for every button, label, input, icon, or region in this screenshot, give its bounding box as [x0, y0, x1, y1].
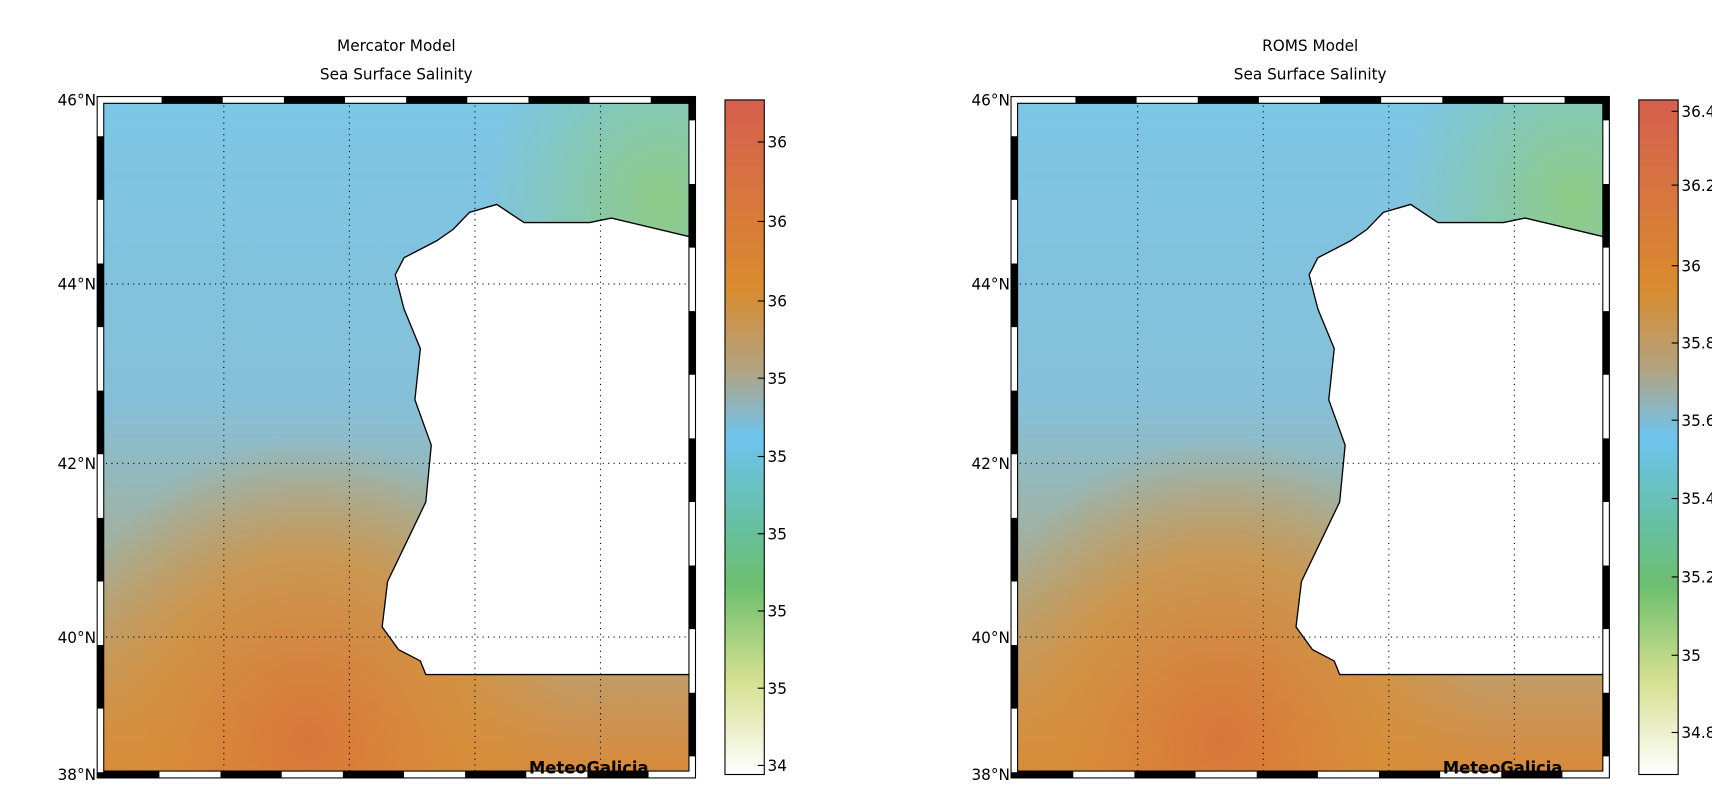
colorbar-label: 34.8	[1681, 724, 1712, 742]
lat-label: 38°N	[971, 766, 1009, 784]
frame-ticks	[97, 97, 695, 778]
land	[381, 203, 693, 676]
colorbar-label: 36	[768, 292, 787, 310]
colorbar-label: 36.4	[1681, 103, 1712, 121]
colorbar-label: 35	[768, 448, 787, 466]
colorbar-label: 34	[768, 757, 788, 775]
watermark: MeteoGalicia	[529, 757, 649, 777]
lat-label: 44°N	[971, 275, 1009, 293]
colorbar-label: 35	[768, 370, 787, 388]
colorbar-label: 36	[768, 133, 787, 151]
colorbar-label: 35	[768, 525, 787, 543]
colorbar-label: 35.6	[1681, 412, 1712, 430]
panel-title: ROMS Model	[1262, 37, 1358, 55]
colorbar-label: 36	[768, 213, 787, 231]
lat-label: 40°N	[58, 629, 96, 647]
frame-ticks	[1011, 97, 1609, 778]
colorbar-label: 36.2	[1681, 177, 1712, 195]
colorbar-label: 35.2	[1681, 568, 1712, 586]
colorbar-label: 35	[768, 680, 787, 698]
watermark: MeteoGalicia	[1443, 757, 1563, 777]
land	[1295, 203, 1607, 676]
panel-subtitle: Sea Surface Salinity	[320, 65, 473, 83]
panel-title: Mercator Model	[337, 37, 456, 55]
lat-label: 46°N	[971, 91, 1009, 109]
lat-label: 46°N	[58, 91, 96, 109]
lat-label: 38°N	[58, 766, 96, 784]
lat-label: 42°N	[58, 455, 96, 473]
colorbar-label: 36	[1681, 257, 1700, 275]
panel-subtitle: Sea Surface Salinity	[1234, 65, 1387, 83]
colorbar	[1638, 99, 1679, 776]
colorbar-label: 35.4	[1681, 490, 1712, 508]
lat-label: 40°N	[971, 629, 1009, 647]
colorbar-label: 35.8	[1681, 334, 1712, 352]
colorbar-label: 35	[768, 602, 787, 620]
colorbar-label: 35	[1681, 647, 1700, 665]
lat-label: 44°N	[58, 275, 96, 293]
lat-label: 42°N	[971, 455, 1009, 473]
colorbar	[724, 99, 765, 776]
